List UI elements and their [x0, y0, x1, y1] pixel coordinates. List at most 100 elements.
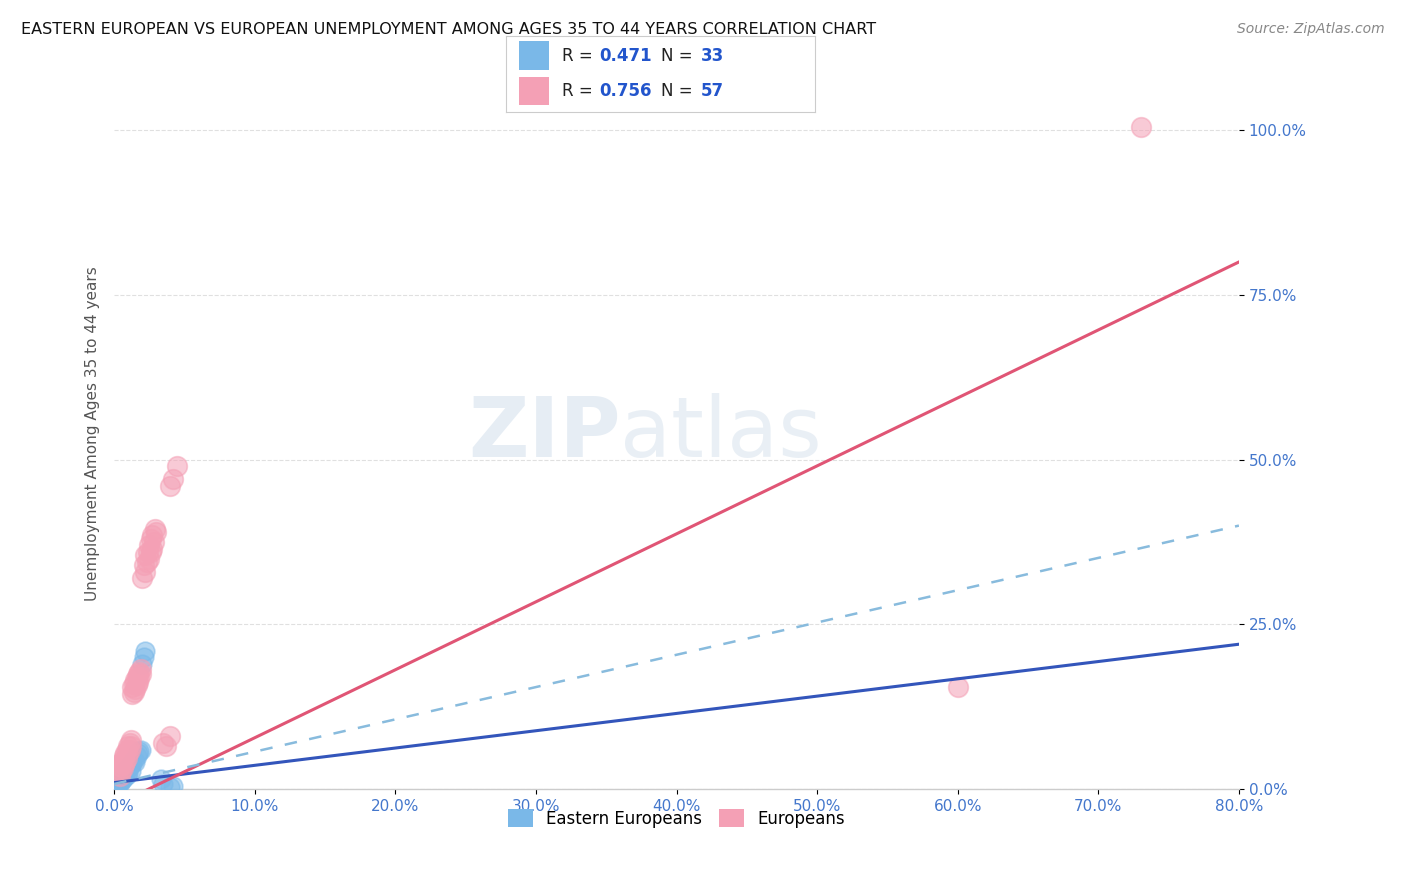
Point [139, 532, 162, 546]
Point [115, 763, 138, 777]
Point [132, 650, 155, 665]
Point [110, 764, 132, 778]
Point [143, 522, 166, 536]
Point [159, 730, 181, 744]
Point [120, 739, 142, 754]
Point [136, 545, 159, 559]
Point [125, 678, 148, 692]
Point [124, 755, 146, 769]
Point [155, 739, 177, 754]
Point [166, 459, 188, 474]
Point [122, 677, 145, 691]
Point [121, 680, 143, 694]
Point [134, 644, 156, 658]
Point [127, 666, 149, 681]
Text: ZIP: ZIP [468, 392, 620, 474]
Point [108, 769, 131, 783]
Point [114, 764, 136, 778]
Point [110, 774, 132, 789]
Point [111, 753, 134, 767]
Point [110, 756, 132, 770]
Point [127, 746, 149, 760]
Point [141, 541, 163, 556]
Point [108, 775, 131, 789]
Point [129, 742, 152, 756]
Point [134, 548, 156, 562]
Point [115, 768, 138, 782]
Point [117, 765, 139, 780]
Point [131, 657, 153, 671]
Point [162, 779, 184, 793]
Point [118, 736, 141, 750]
Point [125, 749, 148, 764]
Point [125, 670, 148, 684]
Point [105, 779, 128, 793]
Point [138, 538, 160, 552]
Point [128, 672, 150, 686]
Text: N =: N = [661, 82, 697, 100]
Text: R =: R = [562, 82, 598, 100]
Point [115, 742, 138, 756]
Point [120, 764, 142, 778]
Point [128, 744, 150, 758]
Point [127, 675, 149, 690]
Point [117, 746, 139, 760]
Point [122, 753, 145, 767]
Point [114, 755, 136, 769]
Point [152, 736, 174, 750]
Point [112, 757, 135, 772]
Point [121, 756, 143, 770]
Point [149, 772, 172, 787]
Point [946, 680, 969, 694]
Point [118, 742, 141, 756]
Point [142, 535, 165, 549]
Point [108, 772, 131, 787]
Point [159, 479, 181, 493]
Bar [519, 77, 550, 105]
Text: 33: 33 [702, 47, 724, 65]
Point [111, 772, 134, 787]
Point [107, 763, 129, 777]
Text: 0.756: 0.756 [599, 82, 651, 100]
Point [128, 665, 150, 679]
Point [159, 780, 181, 795]
Point [152, 777, 174, 791]
Point [117, 739, 139, 754]
Text: 0.471: 0.471 [599, 47, 651, 65]
Point [139, 545, 162, 559]
Point [107, 777, 129, 791]
Legend: Eastern Europeans, Europeans: Eastern Europeans, Europeans [502, 803, 852, 834]
Point [135, 555, 157, 569]
Point [129, 662, 152, 676]
Point [122, 684, 145, 698]
Point [141, 528, 163, 542]
Point [114, 769, 136, 783]
Point [111, 761, 134, 775]
Point [120, 757, 142, 772]
Point [112, 770, 135, 784]
Point [124, 681, 146, 696]
Text: R =: R = [562, 47, 598, 65]
Point [114, 746, 136, 760]
Point [110, 770, 132, 784]
Text: atlas: atlas [620, 392, 823, 474]
Point [132, 558, 155, 573]
Text: N =: N = [661, 47, 697, 65]
Point [1129, 120, 1152, 134]
Point [112, 749, 135, 764]
Point [108, 759, 131, 773]
Point [107, 765, 129, 780]
Point [162, 473, 184, 487]
Point [117, 761, 139, 775]
Point [134, 565, 156, 579]
Point [121, 687, 143, 701]
Point [118, 759, 141, 773]
Point [124, 673, 146, 688]
Text: EASTERN EUROPEAN VS EUROPEAN UNEMPLOYMENT AMONG AGES 35 TO 44 YEARS CORRELATION : EASTERN EUROPEAN VS EUROPEAN UNEMPLOYMEN… [21, 22, 876, 37]
Text: 57: 57 [702, 82, 724, 100]
Point [115, 750, 138, 764]
Text: Source: ZipAtlas.com: Source: ZipAtlas.com [1237, 22, 1385, 37]
Bar [519, 41, 550, 70]
Point [131, 571, 153, 585]
Point [129, 666, 152, 681]
